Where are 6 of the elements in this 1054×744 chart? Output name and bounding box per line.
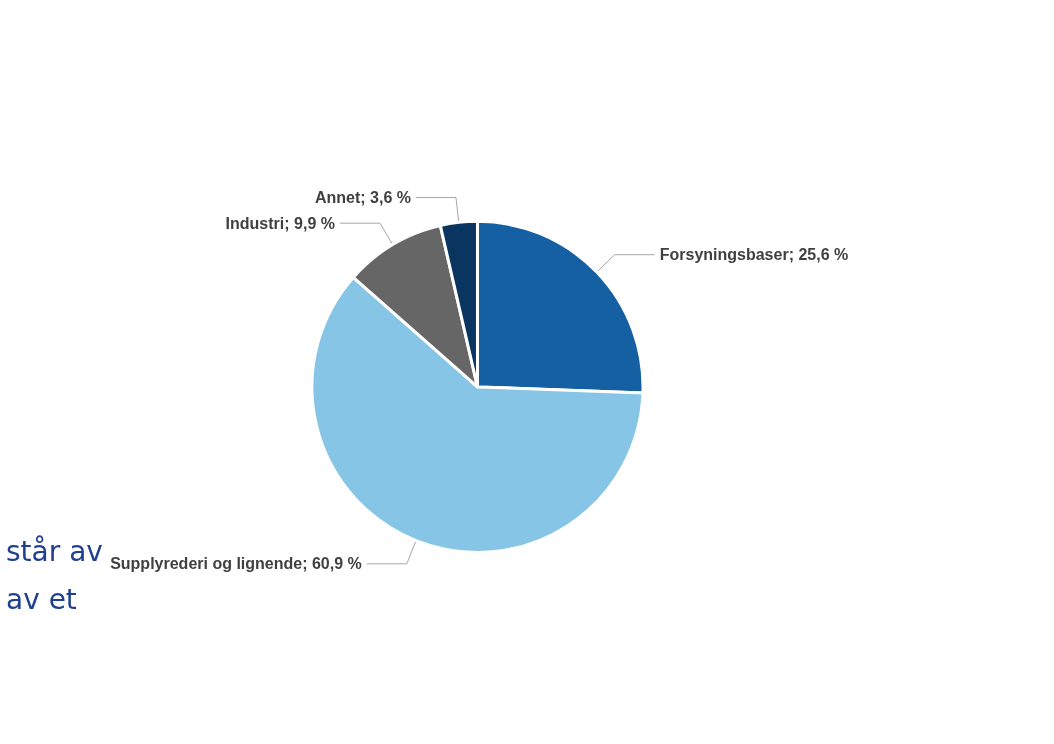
text: av et: [6, 583, 77, 616]
slice-label: Supplyrederi og lignende; 60,9 %: [110, 555, 362, 573]
slice-label: Forsyningsbaser; 25,6 %: [659, 246, 849, 264]
slice-label: Annet; 3,6 %: [314, 189, 411, 207]
text: står av: [6, 535, 103, 568]
slice-label: Industri; 9,9 %: [225, 214, 335, 232]
